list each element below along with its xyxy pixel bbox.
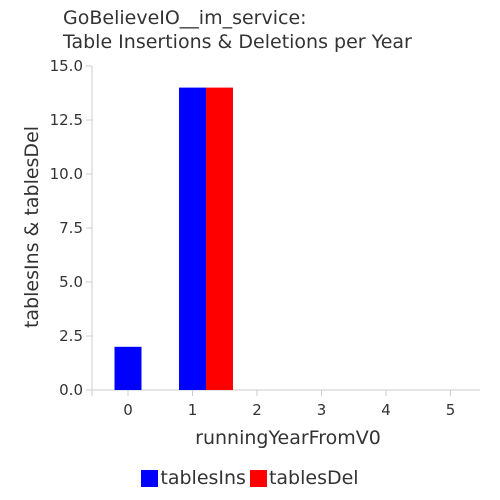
x-tick-label: 1 bbox=[188, 401, 198, 419]
bars bbox=[114, 87, 233, 390]
legend-label-tablesdel: tablesDel bbox=[268, 467, 359, 489]
x-tick-label: 5 bbox=[446, 401, 456, 419]
legend-item-tablesdel: tablesDel bbox=[249, 467, 359, 489]
y-tick-label: 15.0 bbox=[50, 57, 83, 75]
x-axis-label: runningYearFromV0 bbox=[195, 427, 381, 449]
y-tick-label: 10.0 bbox=[50, 165, 83, 183]
chart-title-line-2: Table Insertions & Deletions per Year bbox=[63, 31, 412, 53]
chart-title-line-1: GoBelieveIO__im_service: bbox=[63, 7, 307, 29]
y-tick-label: 2.5 bbox=[59, 327, 83, 345]
y-axis-label: tablesIns & tablesDel bbox=[21, 126, 43, 328]
bar-tablesins-1 bbox=[179, 87, 206, 390]
y-tick-label: 0.0 bbox=[59, 381, 83, 399]
x-tick-label: 2 bbox=[252, 401, 262, 419]
bar-tablesdel-1 bbox=[206, 87, 233, 390]
x-tick-label: 3 bbox=[317, 401, 327, 419]
legend-label-tablesins: tablesIns bbox=[160, 467, 246, 489]
y-tick-label: 5.0 bbox=[59, 273, 83, 291]
chart-axes bbox=[86, 66, 480, 396]
chart-title: GoBelieveIO__im_service: Table Insertion… bbox=[63, 6, 493, 54]
legend-swatch-tablesins bbox=[141, 469, 159, 487]
legend-swatch-tablesdel bbox=[249, 469, 267, 487]
y-axis-ticks: 0.0 2.5 5.0 7.5 10.0 12.5 15.0 bbox=[50, 57, 92, 399]
legend: tablesIns tablesDel bbox=[0, 464, 500, 492]
x-tick-label: 0 bbox=[123, 401, 133, 419]
legend-item-tablesins: tablesIns bbox=[141, 467, 246, 489]
y-tick-label: 7.5 bbox=[59, 219, 83, 237]
x-tick-label: 4 bbox=[381, 401, 391, 419]
y-tick-label: 12.5 bbox=[50, 111, 83, 129]
bar-tablesins-0 bbox=[114, 346, 142, 390]
x-axis-ticks: 0 1 2 3 4 5 bbox=[123, 390, 455, 419]
